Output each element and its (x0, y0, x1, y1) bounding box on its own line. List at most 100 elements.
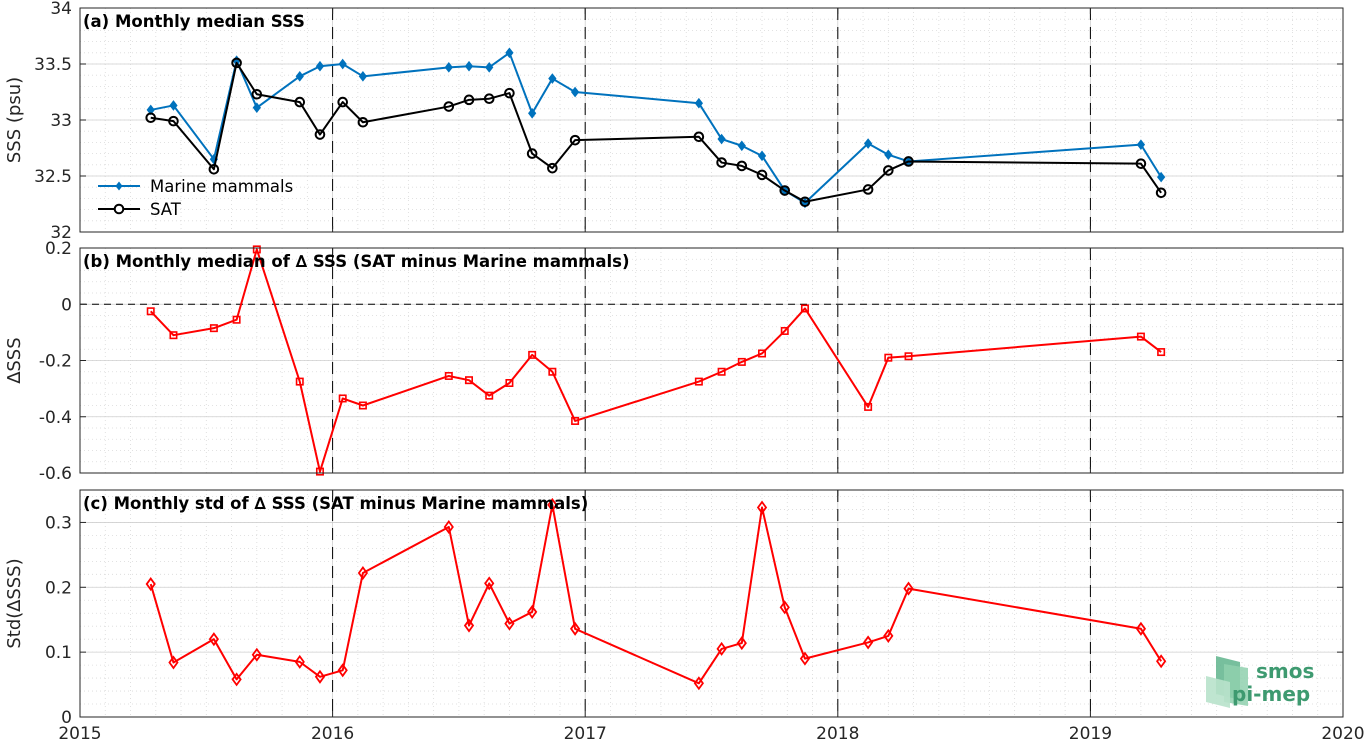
data-point (800, 304, 809, 313)
data-point (716, 641, 727, 656)
logo-text-smos: smos (1256, 659, 1314, 683)
data-point (883, 628, 894, 643)
data-point (737, 140, 746, 152)
y-tick-label: 0 (61, 708, 72, 728)
data-point (208, 632, 219, 647)
data-point (884, 353, 893, 362)
data-point (504, 616, 515, 631)
data-point (717, 133, 726, 145)
data-point (737, 357, 746, 366)
series-sat (145, 57, 1167, 208)
panel-title: (a) Monthly median SSS (83, 12, 305, 31)
y-tick-label: 0.3 (45, 513, 72, 533)
data-point (569, 134, 581, 146)
legend-label: SAT (150, 200, 182, 219)
data-point (465, 376, 474, 385)
legend-marker (113, 203, 125, 215)
axes-box (79, 489, 1344, 718)
data-point (694, 377, 703, 386)
data-point (315, 467, 324, 476)
x-tick-label: 2017 (564, 724, 607, 744)
data-point (780, 326, 789, 335)
data-point (548, 73, 557, 84)
x-tick-label: 2020 (1321, 724, 1364, 744)
x-tick-label: 2016 (311, 724, 354, 744)
panel-a: 32 32.5 33 33.5 34 (a) Monthly median SSS SSS … (4, 0, 1344, 243)
smos-pi-mep-logo: smos pi-mep (1206, 656, 1314, 708)
data-point (145, 112, 157, 124)
y-tick-label: 32.5 (34, 167, 72, 187)
data-point (232, 315, 241, 324)
data-point (716, 157, 727, 168)
logo-emblem (1206, 656, 1248, 708)
plot-area (80, 490, 1343, 717)
y-tick-label: -0.6 (39, 464, 72, 484)
y-axis-label: SSS (psu) (4, 77, 25, 163)
data-point (337, 663, 348, 678)
data-point (883, 165, 894, 176)
data-point (903, 581, 914, 596)
data-point (464, 60, 474, 72)
data-point (694, 97, 704, 109)
data-point (358, 401, 367, 410)
data-point (862, 184, 874, 195)
data-point (505, 378, 514, 387)
data-point (444, 371, 453, 380)
data-point (799, 196, 811, 208)
data-point (231, 672, 242, 687)
data-point (463, 618, 475, 633)
data-point (252, 245, 261, 254)
data-point (169, 331, 178, 340)
data-point (208, 163, 220, 175)
x-tick-label: 2018 (816, 724, 859, 744)
data-point (337, 96, 349, 108)
data-point (756, 500, 768, 515)
y-tick-label: 0.2 (45, 578, 72, 598)
data-point (295, 377, 304, 386)
data-point (357, 116, 369, 128)
data-point (484, 576, 495, 591)
data-point (231, 57, 242, 69)
data-point (251, 647, 262, 662)
data-point (146, 307, 155, 316)
data-point (779, 600, 790, 615)
x-tick-label: 2019 (1069, 724, 1112, 744)
data-point (1157, 348, 1166, 357)
data-point (547, 497, 558, 512)
data-point (338, 394, 347, 403)
panel-title: (b) Monthly median of ∆ SSS (SAT minus M… (83, 252, 630, 271)
data-point (295, 71, 304, 82)
data-point (443, 519, 454, 534)
y-tick-label: -0.2 (39, 352, 72, 372)
series-line (150, 248, 1162, 473)
data-point (485, 391, 494, 400)
data-point (693, 676, 704, 691)
data-point (758, 349, 767, 358)
data-point (505, 47, 514, 59)
y-tick-label: 0.2 (45, 239, 72, 259)
data-point (443, 101, 455, 112)
data-point (1156, 171, 1166, 183)
data-point (463, 94, 475, 106)
y-tick-label: 33.5 (34, 55, 72, 75)
series-delta (145, 497, 1167, 691)
y-tick-label: 0 (61, 295, 72, 315)
data-point (1156, 654, 1167, 669)
legend-label: Marine mammals (150, 177, 293, 196)
data-point (904, 352, 913, 361)
data-point (1155, 187, 1167, 199)
legend-marker (115, 181, 123, 191)
data-point (168, 115, 179, 127)
y-tick-label: 0.1 (45, 643, 72, 663)
data-point (1135, 621, 1147, 636)
data-point (444, 62, 453, 73)
data-point (570, 86, 580, 98)
panel-b: -0.6 -0.4 -0.2 0 0.2 (b) Monthly median of ∆ … (4, 239, 1344, 484)
data-point (483, 93, 495, 105)
y-tick-label: -0.4 (39, 408, 72, 428)
data-point (357, 565, 369, 581)
y-tick-label: 32 (50, 223, 72, 243)
data-point (169, 100, 178, 111)
y-axis-label: Std(∆SSS) (4, 558, 25, 648)
series-line (149, 503, 1162, 685)
